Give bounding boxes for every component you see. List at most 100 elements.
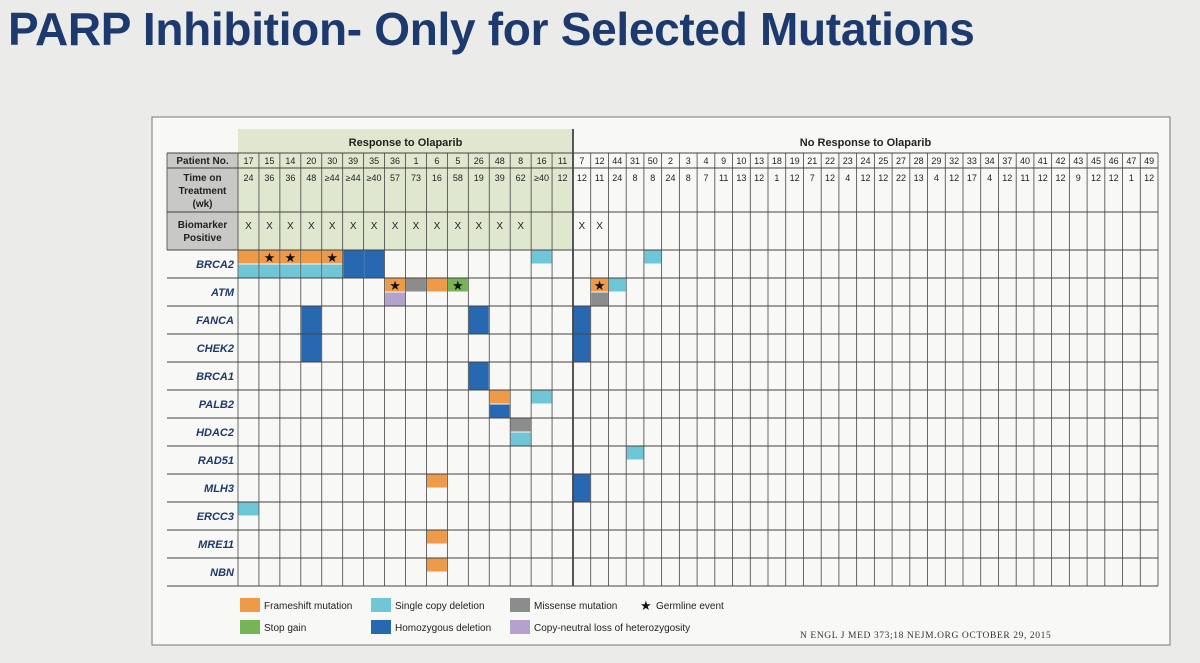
nonresponder-patient-no: 3 [686,156,691,166]
mutation-cell-homozygous-deletion [468,306,489,334]
nonresponder-patient-no: 43 [1073,156,1083,166]
mutation-cell-missense [510,418,531,432]
germline-star-icon: ★ [264,251,276,266]
mutation-cell-single-copy-deletion [301,264,322,278]
mutation-cell-single-copy-deletion [531,250,552,264]
germline-star-icon: ★ [452,279,464,294]
responder-patient-no: 8 [518,156,523,166]
mutation-cell-homozygous-deletion [573,306,591,334]
nonresponder-weeks: 12 [949,173,959,183]
mutation-cell-frameshift [426,474,447,488]
responder-patient-no: 1 [413,156,418,166]
mutation-cell-frameshift [426,530,447,544]
responder-weeks: 16 [432,173,442,183]
nonresponder-weeks: 12 [577,173,587,183]
mutation-cell-homozygous-deletion [301,306,322,334]
responder-patient-no: 15 [264,156,274,166]
gene-label-brca1: BRCA1 [196,371,234,383]
nonresponder-patient-no: 40 [1020,156,1030,166]
nonresponder-patient-no: 7 [579,156,584,166]
nonresponder-weeks: 12 [754,173,764,183]
responder-biomarker-mark: X [413,221,420,232]
mutation-cell-single-copy-deletion [626,446,644,460]
mutation-cell-homozygous-deletion [468,362,489,390]
mutation-cell-missense [406,278,426,292]
responder-weeks: ≥44 [325,173,340,183]
gene-label-hdac2: HDAC2 [196,427,234,439]
responder-patient-no: 16 [537,156,547,166]
responder-weeks: 62 [516,173,526,183]
responder-weeks: 73 [411,173,421,183]
nonresponder-weeks: 12 [1109,173,1119,183]
nonresponder-weeks: 11 [1020,173,1029,183]
mutation-cell-frameshift [426,558,447,572]
mutation-cell-frameshift [426,278,447,292]
mutation-cell-copy-neutral-loh [385,292,405,306]
row-label-band [167,153,238,250]
nonresponder-weeks: 1 [774,173,779,183]
mutation-cell-frameshift [238,250,259,264]
mutation-cell-single-copy-deletion [510,432,531,446]
nonresponder-weeks: 22 [896,173,906,183]
nonresponder-weeks: 12 [825,173,835,183]
mutation-cell-homozygous-deletion [489,404,510,418]
legend-label: Germline event [656,601,724,612]
legend-label: Homozygous deletion [395,623,491,634]
gene-label-mre11: MRE11 [198,539,234,551]
nonresponder-patient-no: 22 [825,156,835,166]
germline-star-icon: ★ [594,279,606,294]
gene-label-chek2: CHEK2 [197,343,234,355]
nonresponder-patient-no: 44 [612,156,622,166]
nonresponder-weeks: 12 [1055,173,1065,183]
mutation-cell-homozygous-deletion [301,334,322,362]
nonresponder-patient-no: 50 [648,156,658,166]
legend-swatch-copy-neutral-loh [510,620,530,634]
mutation-cell-stop-gain [447,278,468,292]
nonresponder-weeks: 4 [987,173,992,183]
mutation-cell-frameshift [591,278,608,292]
nonresponder-patient-no: 23 [843,156,853,166]
responder-weeks: 58 [453,173,463,183]
responder-biomarker-mark: X [266,221,273,232]
legend-swatch-single-copy-deletion [371,598,391,612]
responder-weeks: 24 [243,173,253,183]
legend-swatch-missense [510,598,530,612]
nonresponder-weeks: 12 [878,173,888,183]
responder-weeks: ≥44 [346,173,361,183]
gene-label-atm: ATM [210,287,235,299]
responder-biomarker-mark: X [371,221,378,232]
germline-star-icon: ★ [389,279,401,294]
responder-patient-no: 39 [348,156,358,166]
nonresponder-weeks: 12 [1091,173,1101,183]
legend-swatch-stop-gain [240,620,260,634]
responder-weeks: ≥40 [367,173,382,183]
nonresponder-weeks: 7 [810,173,815,183]
nonresponder-patient-no: 12 [595,156,605,166]
nonresponder-patient-no: 27 [896,156,906,166]
nonresponder-weeks: 8 [686,173,691,183]
nonresponder-weeks: 4 [934,173,939,183]
legend-swatch-frameshift [240,598,260,612]
responder-biomarker-mark: X [287,221,294,232]
responder-patient-no: 20 [306,156,316,166]
mutation-cell-frameshift [259,250,280,264]
nonresponder-patient-no: 10 [736,156,746,166]
responder-weeks: 19 [474,173,484,183]
nonresponder-patient-no: 45 [1091,156,1101,166]
responder-biomarker-mark: X [517,221,524,232]
gene-label-ercc3: ERCC3 [197,511,234,523]
responder-weeks: 39 [495,173,505,183]
responder-weeks: 36 [264,173,274,183]
legend-label: Single copy deletion [395,601,485,612]
gene-label-fanca: FANCA [196,315,234,327]
time-on-treatment-label: Time on Treatment (wk) [179,173,227,210]
gene-label-brca2: BRCA2 [196,259,234,271]
mutation-cell-single-copy-deletion [322,264,343,278]
mutation-cell-homozygous-deletion [573,334,591,362]
nonresponder-weeks: 12 [1002,173,1012,183]
slide-title: PARP Inhibition- Only for Selected Mutat… [8,3,975,55]
nonresponder-weeks: 4 [845,173,850,183]
biomarker-positive-label: Biomarker Positive [178,220,228,244]
nonresponder-weeks: 8 [650,173,655,183]
nonresponder-patient-no: 29 [931,156,941,166]
